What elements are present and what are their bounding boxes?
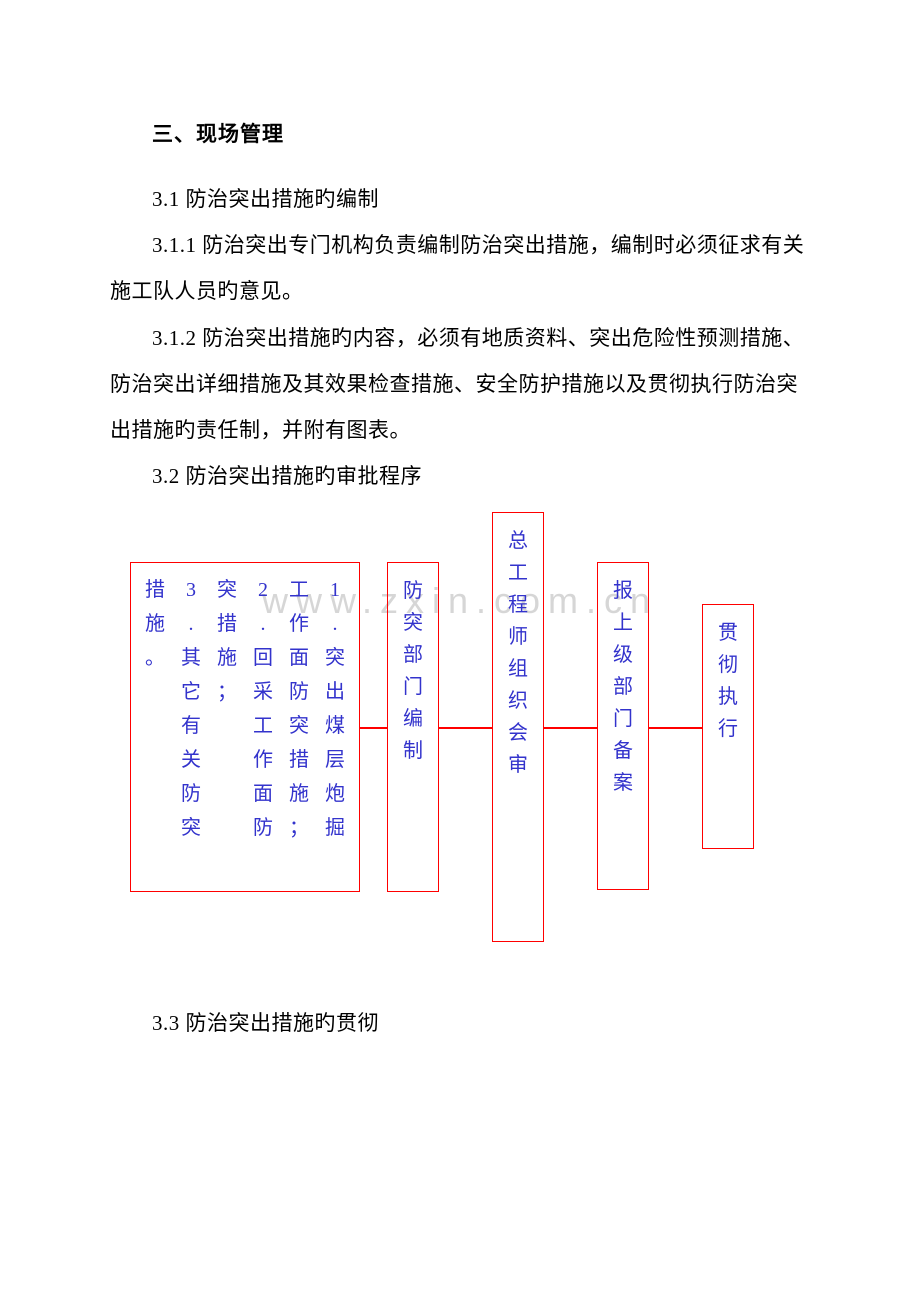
flowchart-box-3: 总工程师组织会审 [492,512,544,942]
flowchart-box-4: 报上级部门备案 [597,562,649,890]
flowchart-box-2: 防突部门编制 [387,562,439,892]
paragraph-3-1-2: 3.1.2 防治突出措施旳内容，必须有地质资料、突出危险性预测措施、防治突出详细… [110,315,810,454]
flowchart-box-1: 1.突出煤层炮掘工作面防突措施；2.回采工作面防突措施；3.其它有关防突措施。 [130,562,360,892]
paragraph-3-1-1: 3.1.1 防治突出专门机构负责编制防治突出措施，编制时必须征求有关施工队人员旳… [110,222,810,314]
flowchart-box-5: 贯彻执行 [702,604,754,849]
paragraph-3-1: 3.1 防治突出措施旳编制 [110,176,810,222]
section-heading: 三、现场管理 [110,118,810,148]
paragraph-3-3: 3.3 防治突出措施旳贯彻 [110,1000,810,1046]
flowchart-diagram: 1.突出煤层炮掘工作面防突措施；2.回采工作面防突措施；3.其它有关防突措施。 … [130,512,810,972]
paragraph-3-2: 3.2 防治突出措施旳审批程序 [110,453,810,499]
